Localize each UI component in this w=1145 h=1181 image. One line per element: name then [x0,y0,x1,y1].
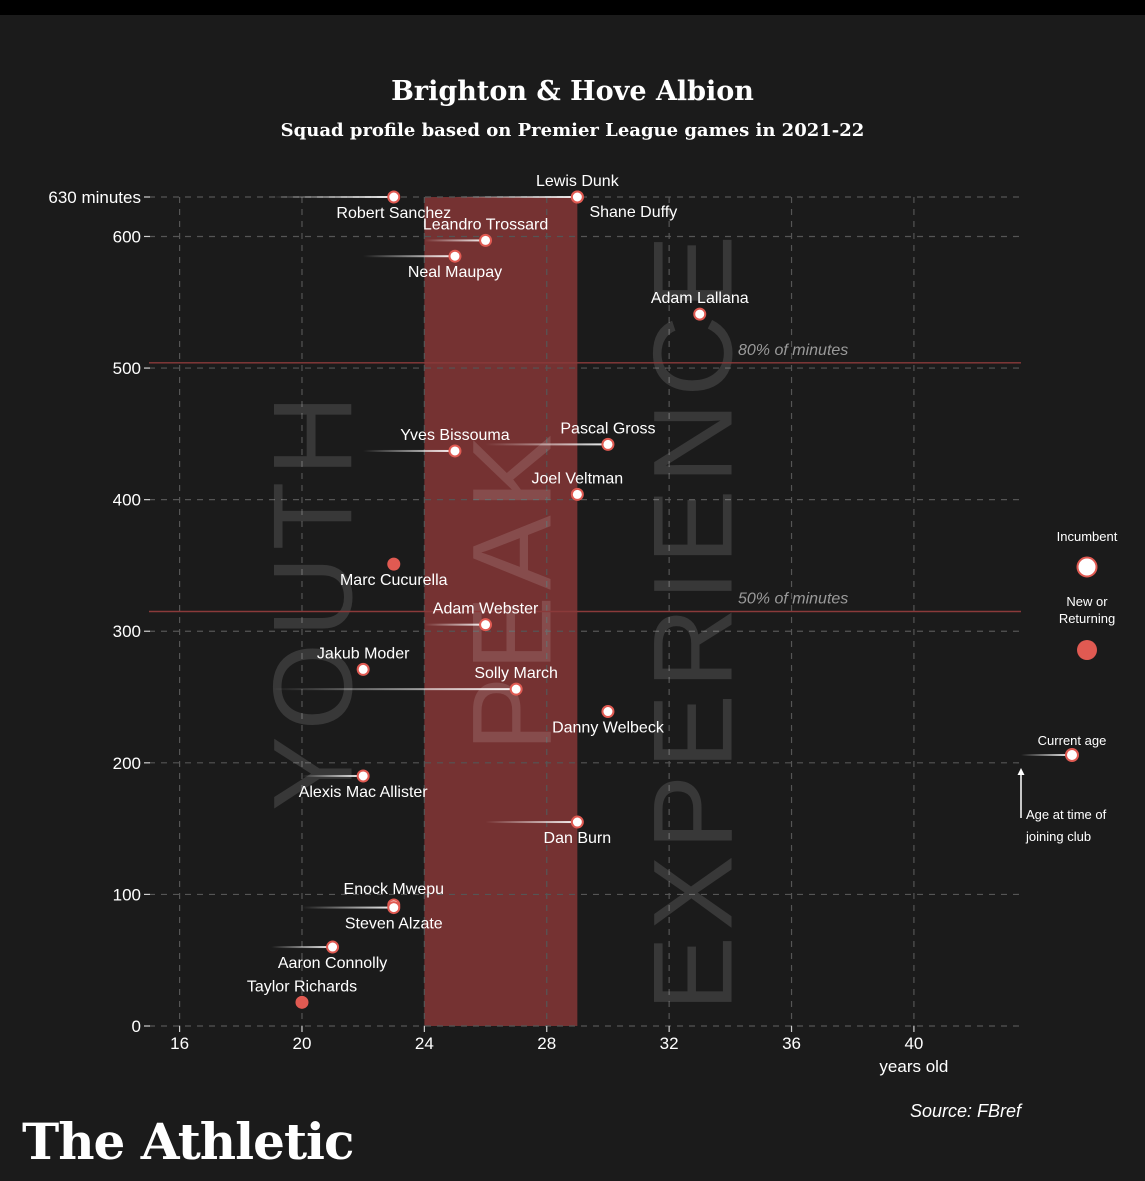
x-axis-label: years old [879,1057,948,1076]
player-label: Adam Webster [433,601,539,618]
player-point [448,249,462,263]
player-label: Shane Duffy [589,204,677,221]
x-tick-label: 16 [170,1034,189,1053]
player-point [601,437,615,451]
x-tick-label: 32 [660,1034,679,1053]
player-label: Robert Sanchez [336,205,451,222]
player-trail [424,623,486,626]
legend-incumbent-label: Incumbent [1057,529,1118,544]
chart-subtitle: Squad profile based on Premier League ga… [280,120,865,141]
y-top-label: 630 minutes [48,188,141,207]
player-label: Aaron Connolly [278,955,387,972]
player-trail [363,449,455,452]
legend-current-age-marker [1065,748,1079,762]
player-label: Marc Cucurella [340,572,448,589]
player-label: Steven Alzate [345,916,443,933]
player-point [387,901,401,915]
legend-joining-age-label: joining club [1025,829,1091,844]
x-tick-label: 40 [904,1034,923,1053]
legend-trail [1021,754,1072,756]
player-label: Enock Mwepu [344,881,445,898]
y-tick-label: 600 [113,227,141,246]
player-point [326,940,340,954]
legend-new-marker [1077,640,1097,660]
player-point [479,618,493,632]
player-point [570,190,584,204]
player-trail [363,255,455,258]
player-point [356,662,370,676]
player-label: Lewis Dunk [536,173,620,190]
legend-new-label: Returning [1059,611,1115,626]
player-trail [301,906,394,909]
player-trail [485,443,608,446]
player-label: Pascal Gross [560,420,655,437]
player-label: Joel Veltman [532,470,624,487]
player-point [387,557,401,571]
threshold-label: 50% of minutes [738,591,848,608]
player-point [601,705,615,719]
player-trail [424,239,486,242]
legend-current-age-label: Current age [1038,733,1107,748]
player-point [509,682,523,696]
player-point [479,233,493,247]
player-label: Dan Burn [544,830,612,847]
player-label: Solly March [474,665,558,682]
y-tick-label: 0 [132,1017,141,1036]
x-tick-label: 28 [537,1034,556,1053]
player-label: Leandro Trossard [423,216,548,233]
player-point [693,307,707,321]
player-label: Neal Maupay [408,264,502,281]
top-bar [0,0,1145,15]
chart-title: Brighton & Hove Albion [391,76,754,107]
x-tick-label: 20 [293,1034,312,1053]
player-point [356,769,370,783]
legend-incumbent-marker [1076,556,1098,578]
y-tick-label: 500 [113,359,141,378]
player-point [295,995,309,1009]
player-label: Adam Lallana [651,290,749,307]
player-label: Danny Welbeck [552,720,665,737]
x-tick-label: 36 [782,1034,801,1053]
player-trail [301,774,364,777]
player-label: Yves Bissouma [400,427,509,444]
player-point [448,444,462,458]
player-label: Alexis Mac Allister [299,784,429,801]
player-trail [485,821,578,824]
player-trail [271,946,333,949]
zone-label-peak: PEAK [450,429,575,752]
brand-logo: The Athletic [22,1112,354,1171]
player-point [387,190,401,204]
zone-label-experience: EXPERIENCE [631,229,756,1011]
player-label: Taylor Richards [247,978,357,995]
y-tick-label: 400 [113,491,141,510]
x-tick-label: 24 [415,1034,434,1053]
legend-new-label: New or [1066,594,1108,609]
y-tick-label: 200 [113,754,141,773]
player-trail [271,688,517,691]
y-tick-label: 300 [113,622,141,641]
y-tick-label: 100 [113,885,141,904]
player-point [570,487,584,501]
source-note: Source: FBref [909,1101,1021,1121]
player-point [570,815,584,829]
zone-label-youth: YOUTH [251,389,376,811]
threshold-label: 80% of minutes [738,342,848,359]
player-trail [271,196,394,198]
legend-arrow-head [1017,768,1025,775]
player-label: Jakub Moder [317,645,410,662]
player-trail [454,196,578,198]
legend-joining-age-label: Age at time of [1026,807,1107,822]
